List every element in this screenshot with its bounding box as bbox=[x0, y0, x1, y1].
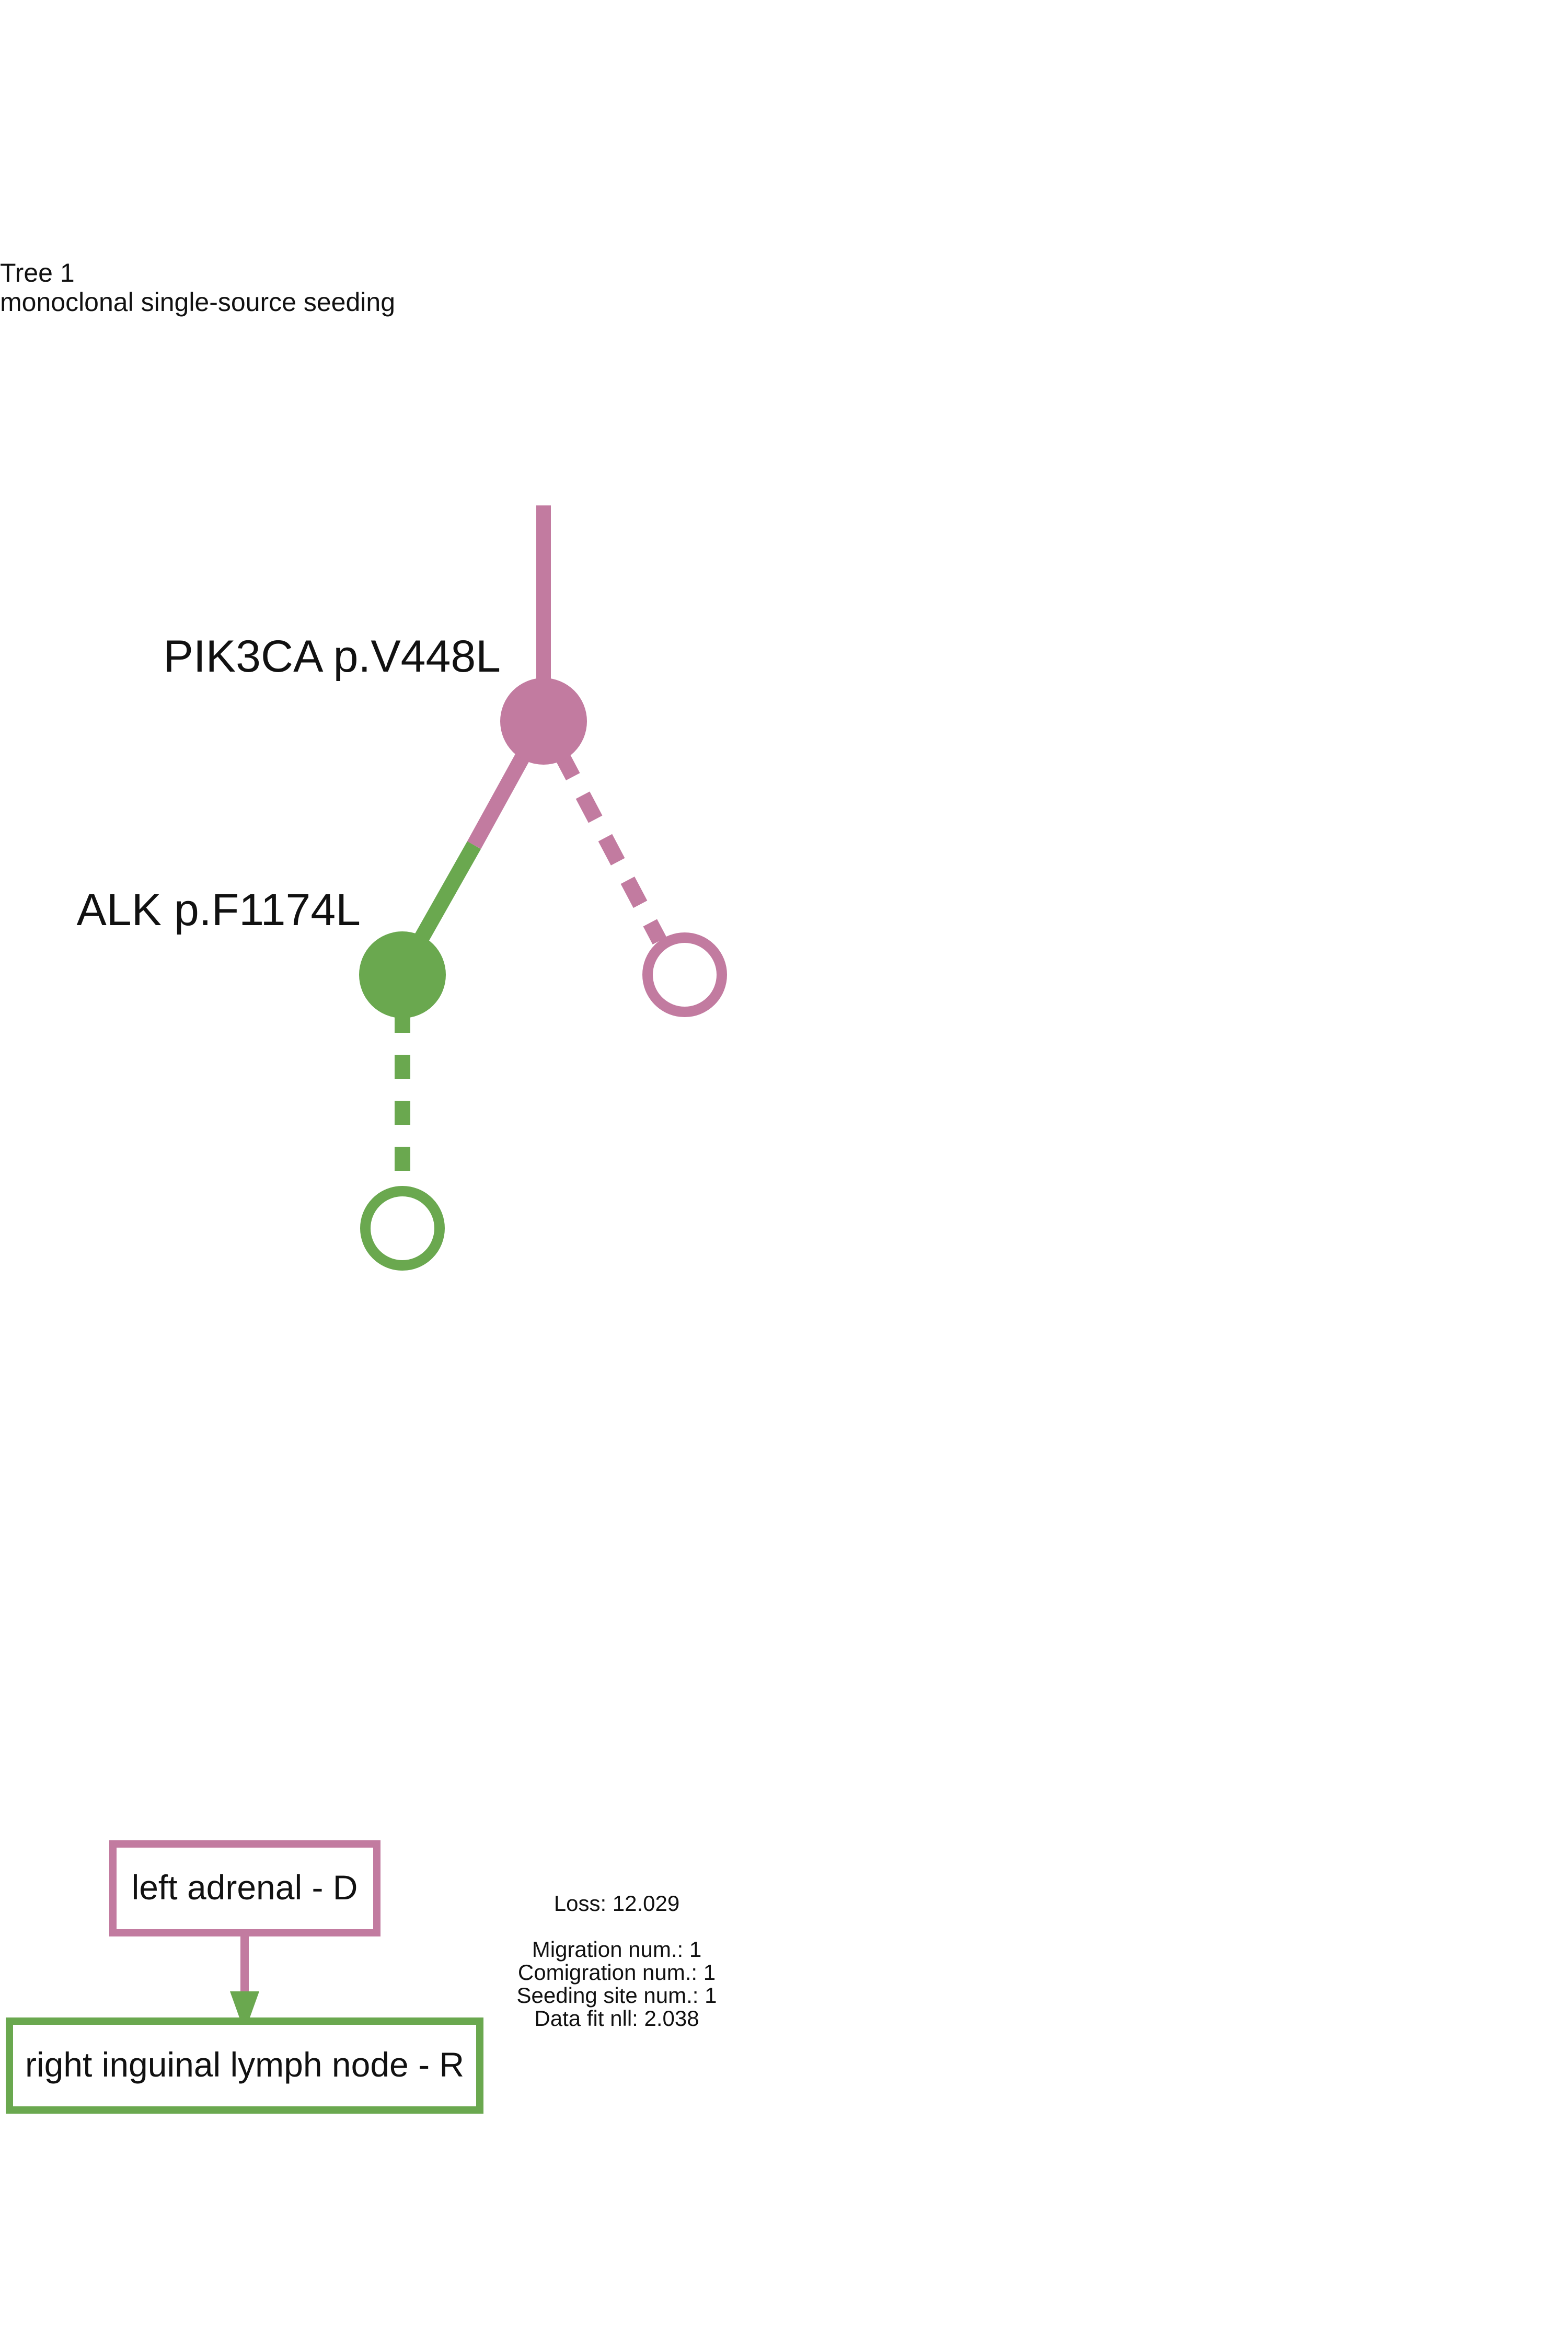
edge-root-to-primary-leaf bbox=[553, 748, 667, 945]
site-label-left-adrenal: left adrenal - D bbox=[132, 1868, 358, 1907]
edge-root-to-alk-primary-segment bbox=[467, 743, 535, 849]
leaf-primary-hollow bbox=[642, 932, 727, 1017]
node-alk bbox=[359, 931, 446, 1018]
seeding-pattern-subtitle: monoclonal single-source seeding bbox=[0, 287, 396, 317]
stat-spacer bbox=[486, 1915, 747, 1938]
site-label-right-inguinal-lymph-node: right inguinal lymph node - R bbox=[25, 2045, 464, 2084]
node-label-pik3ca: PIK3CA p.V448L bbox=[164, 631, 501, 682]
clone-tree: PIK3CA p.V448L ALK p.F1174L bbox=[77, 505, 727, 1271]
migration-graph: left adrenal - D right inguinal lymph no… bbox=[6, 1840, 483, 2114]
site-box-right-inguinal-lymph-node bbox=[6, 2017, 483, 2114]
edge-root-to-alk-metastatic-segment bbox=[408, 841, 481, 953]
node-label-alk: ALK p.F1174L bbox=[77, 885, 361, 935]
stat-migration-num: Migration num.: 1 bbox=[532, 1937, 702, 1962]
stat-data-fit-nll: Data fit nll: 2.038 bbox=[534, 2006, 699, 2031]
stat-seeding-site-num: Seeding site num.: 1 bbox=[516, 1983, 717, 2008]
leaf-metastatic-hollow bbox=[360, 1186, 445, 1271]
site-box-left-adrenal bbox=[109, 1840, 381, 1936]
stat-loss: Loss: 12.029 bbox=[554, 1891, 680, 1916]
tree-statistics: Loss: 12.029 Migration num.: 1 Comigrati… bbox=[486, 1892, 747, 2030]
node-pik3ca bbox=[500, 678, 587, 765]
tree-title: Tree 1 bbox=[0, 258, 75, 287]
stat-comigration-num: Comigration num.: 1 bbox=[517, 1960, 716, 1985]
tree-header: Tree 1 monoclonal single-source seeding bbox=[0, 258, 395, 317]
migration-arrow-head bbox=[230, 1991, 259, 2032]
